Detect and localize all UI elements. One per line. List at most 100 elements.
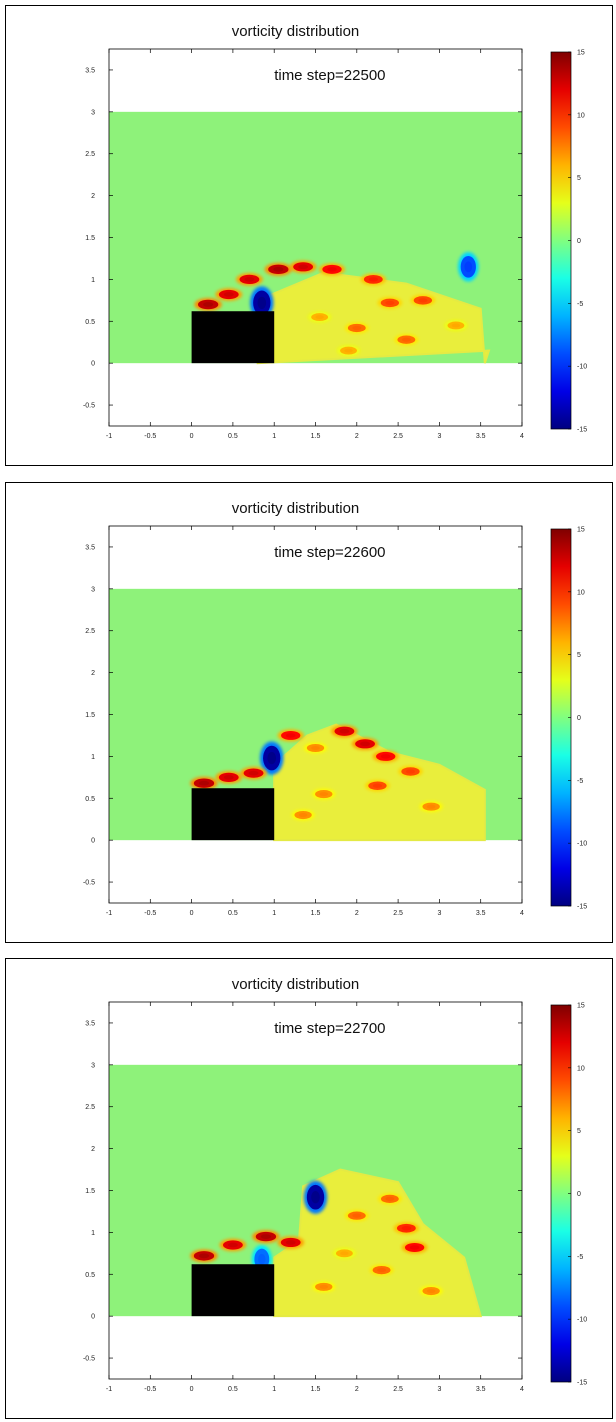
y-tick-label: 2: [91, 193, 95, 200]
colorbar-tick-label: 10: [577, 112, 585, 119]
y-tick-label: 2: [91, 670, 95, 677]
colorbar-tick-label: 15: [577, 50, 585, 57]
negative-vortex: [260, 741, 284, 775]
y-tick-label: 0.5: [85, 1272, 95, 1279]
obstacle-block: [191, 311, 275, 364]
y-tick-label: 3: [91, 1062, 95, 1069]
positive-vortex: [190, 1249, 218, 1263]
x-tick-label: 1.5: [311, 1386, 321, 1393]
y-tick-label: 2.5: [85, 628, 95, 635]
y-tick-label: -0.5: [83, 1356, 95, 1363]
chart-title: vorticity distribution: [232, 976, 360, 993]
positive-vortex: [333, 1248, 356, 1259]
y-tick-label: 1: [91, 277, 95, 284]
positive-vortex: [394, 334, 419, 346]
x-tick-label: -1: [106, 433, 112, 440]
wake-region: [273, 1168, 483, 1318]
x-tick-label: 3: [437, 910, 441, 917]
vorticity-chart: vorticity distribution time step=22600 -1 -…: [83, 500, 587, 917]
positive-vortex: [344, 1210, 369, 1222]
x-tick-label: 2.5: [393, 1386, 403, 1393]
positive-vortex: [291, 809, 315, 821]
x-tick-label: -0.5: [144, 910, 156, 917]
colorbar-tick-label: 15: [577, 1003, 585, 1010]
x-tick-label: 3.5: [476, 433, 486, 440]
x-tick-label: 2.5: [393, 910, 403, 917]
x-tick-label: 2: [355, 1386, 359, 1393]
y-tick-label: 1: [91, 754, 95, 761]
colorbar-tick-label: -15: [577, 1380, 587, 1387]
positive-vortex: [289, 260, 317, 274]
vorticity-chart: vorticity distribution time step=22500 -1 -…: [83, 23, 587, 440]
obstacle-block: [191, 788, 275, 841]
positive-vortex: [308, 311, 332, 323]
x-tick-label: 0: [190, 433, 194, 440]
x-tick-label: -1: [106, 910, 112, 917]
vorticity-panel-1: vorticity distribution time step=22500 -1 -…: [5, 5, 613, 466]
y-tick-label: 1.5: [85, 1188, 95, 1195]
positive-vortex: [419, 1285, 443, 1297]
positive-vortex: [318, 263, 346, 276]
positive-vortex: [360, 273, 387, 286]
positive-vortex: [377, 297, 403, 309]
y-tick-label: 2.5: [85, 1104, 95, 1111]
y-tick-label: 0: [91, 361, 95, 368]
x-tick-label: 0.5: [228, 433, 238, 440]
y-tick-label: 3.5: [85, 67, 95, 74]
x-tick-label: 3.5: [476, 910, 486, 917]
positive-vortex: [219, 1238, 247, 1252]
time-step-label: time step=22500: [274, 67, 385, 84]
y-tick-label: 3.5: [85, 1020, 95, 1027]
x-tick-label: 2: [355, 910, 359, 917]
x-tick-label: 1: [272, 910, 276, 917]
y-tick-label: -0.5: [83, 403, 95, 410]
y-tick-label: 3: [91, 109, 95, 116]
x-tick-label: 0.5: [228, 1386, 238, 1393]
positive-vortex: [377, 1193, 402, 1205]
colorbar-tick-label: 15: [577, 527, 585, 534]
x-tick-label: 3.5: [476, 1386, 486, 1393]
colorbar-tick-label: -10: [577, 841, 587, 848]
x-tick-label: 2: [355, 433, 359, 440]
x-tick-label: 4: [520, 910, 524, 917]
positive-vortex: [236, 273, 263, 286]
x-tick-label: -0.5: [144, 433, 156, 440]
x-tick-label: -0.5: [144, 1386, 156, 1393]
colorbar-tick-label: -5: [577, 301, 583, 308]
positive-vortex: [277, 1236, 305, 1249]
colorbar-tick-label: 10: [577, 589, 585, 596]
y-tick-label: 0: [91, 838, 95, 845]
vorticity-panel-3: vorticity distribution time step=22700 -1 -…: [5, 958, 613, 1419]
x-tick-label: 4: [520, 1386, 524, 1393]
colorbar-tick-label: -5: [577, 1254, 583, 1261]
time-step-label: time step=22700: [274, 1020, 385, 1037]
colorbar-tick-label: 0: [577, 1191, 581, 1198]
positive-vortex: [419, 801, 443, 813]
positive-vortex: [277, 729, 304, 742]
positive-vortex: [337, 345, 360, 356]
positive-vortex: [264, 262, 293, 276]
x-tick-label: 0: [190, 1386, 194, 1393]
positive-vortex: [344, 322, 369, 334]
x-tick-label: -1: [106, 1386, 112, 1393]
y-tick-label: -0.5: [83, 880, 95, 887]
positive-vortex: [401, 1241, 428, 1254]
x-tick-label: 0.5: [228, 910, 238, 917]
x-tick-label: 1.5: [311, 433, 321, 440]
obstacle-block: [191, 1264, 275, 1317]
y-tick-label: 1.5: [85, 712, 95, 719]
x-tick-label: 1: [272, 433, 276, 440]
negative-vortex: [303, 1180, 328, 1214]
x-tick-label: 2.5: [393, 433, 403, 440]
positive-vortex: [444, 320, 468, 331]
colorbar-tick-label: 0: [577, 238, 581, 245]
y-tick-label: 2.5: [85, 151, 95, 158]
x-tick-label: 0: [190, 910, 194, 917]
chart-title: vorticity distribution: [232, 500, 360, 517]
positive-vortex: [331, 725, 358, 738]
colorbar-tick-label: -10: [577, 364, 587, 371]
colorbar-tick-label: 10: [577, 1065, 585, 1072]
colorbar-tick-label: -5: [577, 778, 583, 785]
positive-vortex: [215, 771, 243, 784]
x-tick-label: 1: [272, 1386, 276, 1393]
